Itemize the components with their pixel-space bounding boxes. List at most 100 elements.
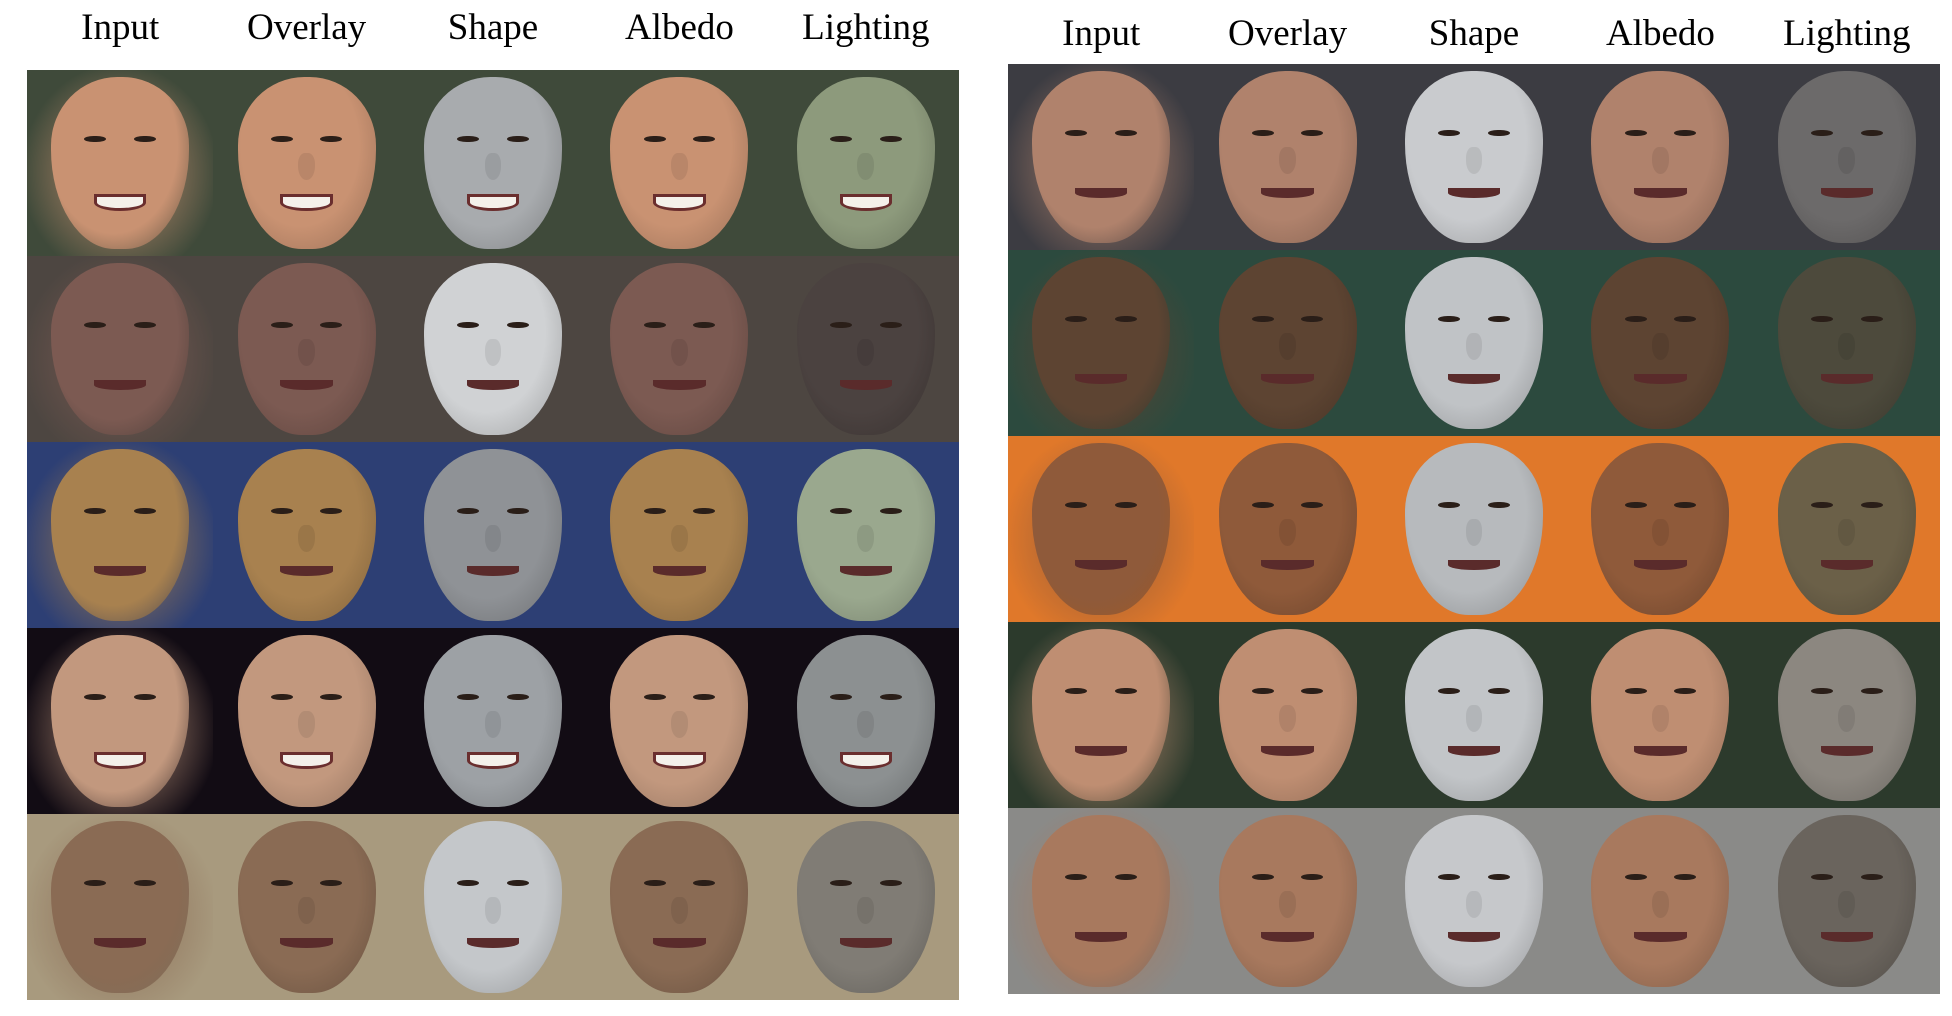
mouth-region bbox=[280, 937, 333, 949]
eye-region bbox=[1301, 687, 1324, 695]
eye-region bbox=[1114, 873, 1138, 881]
face-image-shape bbox=[1380, 64, 1568, 250]
eye-region bbox=[1065, 315, 1088, 323]
eye-region bbox=[1810, 873, 1833, 881]
face-render bbox=[1591, 71, 1730, 243]
nose-region bbox=[1465, 704, 1483, 733]
eye-region bbox=[1301, 501, 1324, 509]
face-render bbox=[610, 449, 749, 621]
eye-region bbox=[457, 879, 480, 887]
nose-region bbox=[298, 896, 315, 925]
face-render bbox=[1218, 443, 1357, 615]
mouth-region bbox=[1261, 187, 1314, 199]
face-image-shape bbox=[399, 256, 587, 442]
eye-region bbox=[1860, 687, 1883, 695]
face-render bbox=[796, 77, 935, 249]
face-photo bbox=[51, 821, 190, 993]
face-image-input bbox=[27, 814, 214, 1000]
mouth-region bbox=[1074, 559, 1128, 571]
face-render bbox=[1405, 257, 1543, 429]
face-image-overlay bbox=[213, 70, 400, 256]
mouth-region bbox=[466, 193, 520, 211]
eye-region bbox=[1438, 873, 1461, 881]
face-image-overlay bbox=[1194, 436, 1381, 622]
mouth-region bbox=[1820, 745, 1873, 757]
face-image-input bbox=[1008, 64, 1195, 250]
face-image-albedo bbox=[586, 70, 773, 256]
column-headers: Input Overlay Shape Albedo Lighting bbox=[1008, 6, 1940, 68]
nose-region bbox=[1279, 332, 1296, 361]
face-image-lighting bbox=[1753, 64, 1940, 250]
mouth-region bbox=[280, 565, 333, 577]
eye-region bbox=[270, 321, 293, 329]
face-render bbox=[610, 635, 749, 807]
mouth-region bbox=[1261, 745, 1314, 757]
mouth-region bbox=[280, 193, 333, 211]
face-image-input bbox=[1008, 808, 1195, 994]
mouth-region bbox=[1820, 559, 1873, 571]
eye-region bbox=[1674, 687, 1697, 695]
face-image-grid bbox=[1008, 64, 1940, 994]
nose-region bbox=[1652, 518, 1669, 547]
face-image-overlay bbox=[213, 628, 400, 814]
eye-region bbox=[1674, 129, 1697, 137]
eye-region bbox=[1860, 873, 1883, 881]
mouth-region bbox=[1634, 745, 1687, 757]
face-render bbox=[1777, 257, 1916, 429]
eye-region bbox=[1438, 129, 1461, 137]
nose-region bbox=[1838, 332, 1856, 361]
nose-region bbox=[1465, 518, 1483, 547]
face-image-shape bbox=[399, 442, 587, 628]
face-image-shape bbox=[399, 70, 587, 256]
mouth-region bbox=[466, 751, 520, 769]
column-headers: Input Overlay Shape Albedo Lighting bbox=[27, 0, 959, 62]
eye-region bbox=[506, 321, 529, 329]
eye-region bbox=[1065, 129, 1088, 137]
mouth-region bbox=[839, 751, 892, 769]
eye-region bbox=[643, 693, 666, 701]
nose-region bbox=[1465, 332, 1483, 361]
nose-region bbox=[1652, 146, 1669, 175]
face-render bbox=[796, 263, 935, 435]
face-image-albedo bbox=[1567, 808, 1754, 994]
eye-region bbox=[829, 879, 852, 887]
eye-region bbox=[506, 693, 529, 701]
nose-region bbox=[298, 524, 315, 553]
nose-region bbox=[298, 338, 315, 367]
face-image-overlay bbox=[213, 814, 400, 1000]
eye-region bbox=[320, 321, 343, 329]
eye-region bbox=[1114, 129, 1138, 137]
mouth-region bbox=[1074, 187, 1128, 199]
mouth-region bbox=[1261, 373, 1314, 385]
mouth-region bbox=[93, 193, 147, 211]
eye-region bbox=[133, 135, 157, 143]
face-image-shape bbox=[1380, 808, 1568, 994]
face-render bbox=[1777, 629, 1916, 801]
eye-region bbox=[320, 879, 343, 887]
face-render bbox=[237, 77, 376, 249]
nose-region bbox=[484, 338, 502, 367]
header-shape: Shape bbox=[1428, 13, 1520, 54]
nose-region bbox=[857, 338, 875, 367]
eye-region bbox=[84, 879, 107, 887]
eye-region bbox=[1860, 501, 1883, 509]
eye-region bbox=[133, 507, 157, 515]
eye-region bbox=[1438, 315, 1461, 323]
eye-region bbox=[1624, 501, 1647, 509]
mouth-region bbox=[653, 937, 706, 949]
nose-region bbox=[1838, 518, 1856, 547]
mouth-region bbox=[1820, 373, 1873, 385]
eye-region bbox=[506, 879, 529, 887]
face-image-shape bbox=[1380, 250, 1568, 436]
face-render bbox=[1777, 71, 1916, 243]
face-photo bbox=[51, 449, 190, 621]
face-image-overlay bbox=[1194, 64, 1381, 250]
header-albedo: Albedo bbox=[624, 7, 734, 48]
mouth-region bbox=[93, 379, 147, 391]
mouth-region bbox=[1634, 931, 1687, 943]
face-render bbox=[424, 821, 562, 993]
nose-region bbox=[1279, 146, 1296, 175]
eye-region bbox=[320, 693, 343, 701]
eye-region bbox=[1624, 315, 1647, 323]
face-image-input bbox=[27, 628, 214, 814]
